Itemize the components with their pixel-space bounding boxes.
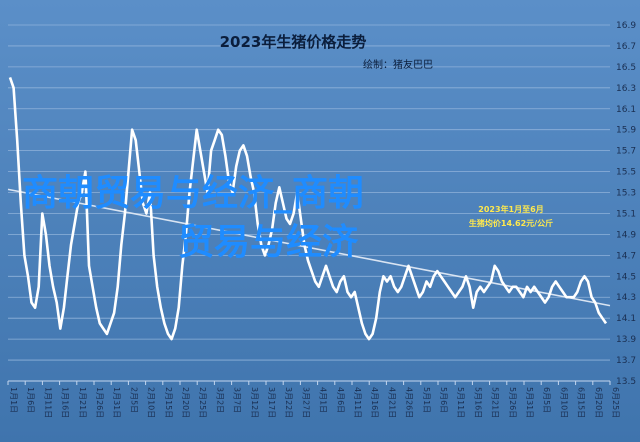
x-tick-label: 1月6日 [26,387,35,413]
gridlines [8,24,610,382]
x-tick-label: 3月17日 [267,387,276,418]
y-tick-label: 16.3 [616,84,636,94]
watermark-line-1: 商朝贸易与经济_商朝 [22,173,364,214]
x-tick-label: 2月5日 [129,387,138,413]
y-tick-label: 15.3 [616,189,636,199]
x-tick-label: 4月1日 [319,387,328,413]
x-tick-label: 6月15日 [577,387,586,418]
y-tick-label: 14.1 [616,314,636,324]
y-tick-label: 14.9 [616,230,636,240]
x-tick-label: 1月26日 [95,387,104,418]
y-tick-label: 16.5 [616,63,636,73]
x-tick-label: 5月1日 [422,387,431,413]
x-tick-label: 4月21日 [387,387,396,418]
x-tick-label: 6月10日 [559,387,568,418]
x-tick-label: 5月6日 [439,387,448,413]
x-tick-label: 1月21日 [78,387,87,418]
y-tick-label: 15.1 [616,209,636,219]
x-tick-label: 3月12日 [250,387,259,418]
x-tick-label: 5月11日 [456,387,465,418]
y-tick-label: 15.9 [616,126,636,136]
x-tick-label: 5月31日 [525,387,534,418]
x-tick-label: 4月16日 [370,387,379,418]
y-axis: 16.9 16.7 16.5 16.3 16.1 15.9 15.7 15.5 15.3 15.1… [616,21,636,387]
annotation-line-2: 生猪均价14.62元/公斤 [469,218,553,228]
x-tick-label: 2月10日 [147,387,156,418]
x-tick-label: 2月25日 [198,387,207,418]
x-tick-label: 1月31日 [112,387,121,418]
x-tick-label: 6月5日 [542,387,551,413]
y-tick-label: 14.5 [616,272,636,282]
y-tick-label: 13.9 [616,335,636,345]
x-tick-label: 5月16日 [473,387,482,418]
watermark-line-2: 贸易与经济 [178,222,359,263]
x-tick-label: 6月20日 [594,387,603,418]
x-tick-label: 4月26日 [405,387,414,418]
y-tick-label: 14.7 [616,251,636,261]
x-tick-label: 1月1日 [9,387,18,413]
chart-credit: 绘制：猪友巴巴 [363,58,433,71]
y-tick-label: 16.1 [616,105,636,115]
x-tick-label: 2月15日 [164,387,173,418]
x-tick-label: 3月7日 [233,387,242,413]
y-tick-label: 15.7 [616,147,636,157]
y-tick-label: 13.7 [616,356,636,366]
y-tick-label: 15.5 [616,168,636,178]
x-tick-label: 5月26日 [508,387,517,418]
x-tick-label: 3月27日 [301,387,310,418]
x-tick-label: 3月2日 [215,387,224,413]
annotation-line-1: 2023年1月至6月 [478,204,543,214]
series-line [8,76,608,341]
y-tick-label: 14.3 [616,293,636,303]
y-tick-label: 16.9 [616,21,636,31]
trend-line [7,188,611,307]
x-tick-label: 3月22日 [284,387,293,418]
x-axis: 1月1日 1月6日 1月11日 1月16日 1月21日 1月26日 1月31日 2月5日 2月1… [7,380,620,418]
x-tick-label: 1月16日 [61,387,70,418]
x-tick-label: 4月11日 [353,387,362,418]
x-tick-label: 4月6日 [336,387,345,413]
x-tick-label: 5月21日 [491,387,500,418]
x-tick-label: 6月25日 [611,387,620,418]
x-tick-label: 2月20日 [181,387,190,418]
x-tick-label: 1月11日 [43,387,52,418]
y-tick-label: 13.5 [616,377,636,387]
y-tick-label: 16.7 [616,42,636,52]
chart-title: 2023年生猪价格走势 [220,33,367,51]
